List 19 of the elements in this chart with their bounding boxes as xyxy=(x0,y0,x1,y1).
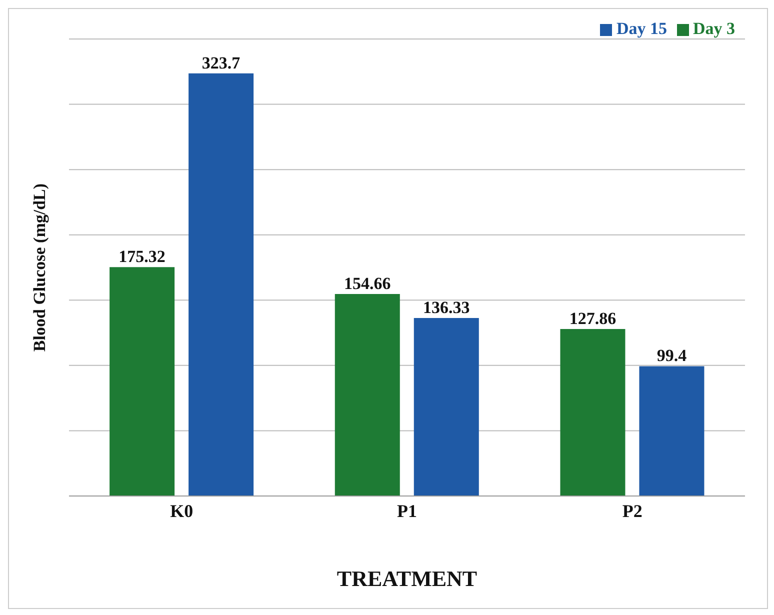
x-tick-label: P2 xyxy=(622,500,642,521)
data-label: 136.33 xyxy=(423,298,470,317)
data-label: 154.66 xyxy=(344,274,391,294)
bar xyxy=(639,366,704,496)
x-axis-title: TREATMENT xyxy=(336,566,478,591)
x-tick-label: K0 xyxy=(170,500,194,521)
x-tick-label: P1 xyxy=(397,500,417,521)
bar xyxy=(334,294,400,496)
bar xyxy=(110,267,175,496)
y-axis-title: Blood Glucose (mg/dL) xyxy=(30,183,50,352)
bar xyxy=(414,318,479,496)
data-label: 323.7 xyxy=(202,53,241,72)
data-label: 175.32 xyxy=(118,247,166,266)
legend-label: Day 3 xyxy=(692,19,735,38)
bar xyxy=(188,73,254,496)
bar xyxy=(560,329,626,496)
legend-label: Day 15 xyxy=(616,19,667,38)
data-label: 127.86 xyxy=(569,309,616,328)
data-label: 99.4 xyxy=(656,346,688,366)
